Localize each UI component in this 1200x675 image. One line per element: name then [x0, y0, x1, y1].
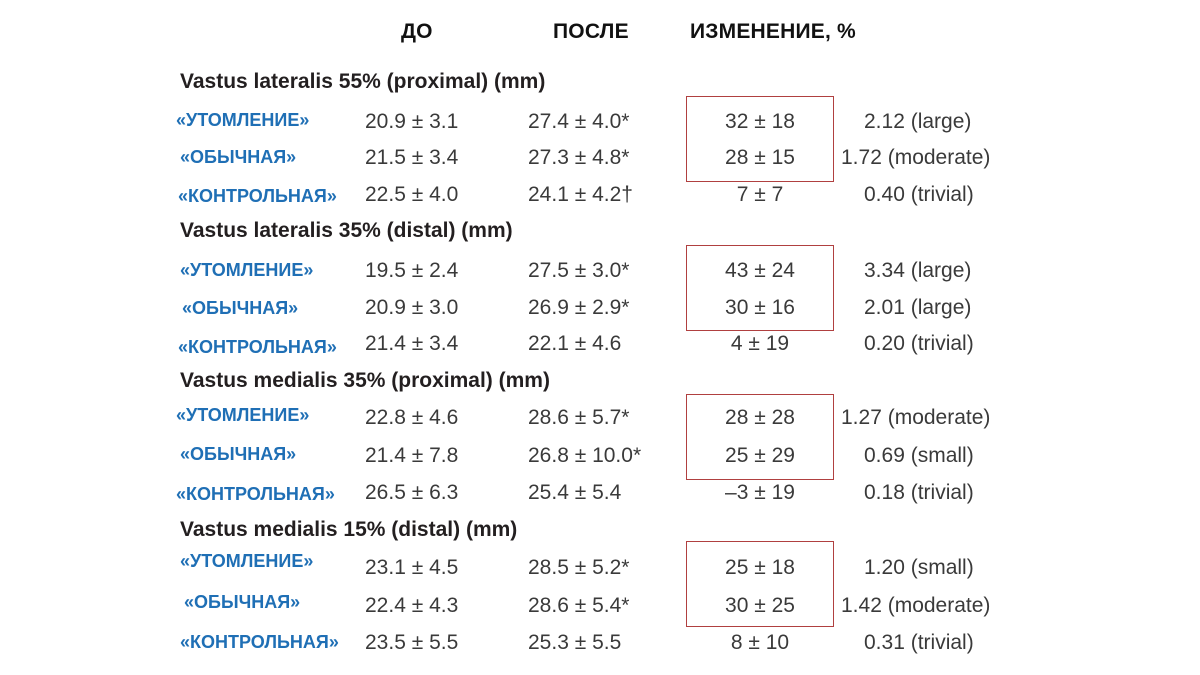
cell-before: 21.4 ± 7.8 [365, 444, 459, 467]
cell-effect: 0.69 (small) [864, 444, 974, 467]
cell-before: 22.8 ± 4.6 [365, 406, 459, 429]
cell-effect: 1.27 (moderate) [841, 406, 991, 429]
cell-effect: 1.42 (moderate) [841, 594, 991, 617]
cell-change: 25 ± 29 [725, 444, 795, 467]
cell-after: 28.6 ± 5.7* [528, 406, 630, 429]
cell-after: 28.6 ± 5.4* [528, 594, 630, 617]
cell-before: 21.5 ± 3.4 [365, 146, 459, 169]
cell-after: 27.4 ± 4.0* [528, 110, 630, 133]
cell-after: 27.3 ± 4.8* [528, 146, 630, 169]
cell-before: 23.5 ± 5.5 [365, 631, 459, 654]
cell-change: 8 ± 10 [730, 631, 790, 654]
cell-effect: 0.31 (trivial) [864, 631, 974, 654]
cell-change: 7 ± 7 [736, 183, 784, 206]
cell-before: 23.1 ± 4.5 [365, 556, 459, 579]
cell-before: 22.5 ± 4.0 [365, 183, 459, 206]
section-title: Vastus lateralis 55% (proximal) (mm) [180, 70, 546, 93]
cell-change: –3 ± 19 [725, 481, 795, 504]
row-label: «УТОМЛЕНИЕ» [176, 405, 310, 425]
cell-after: 26.8 ± 10.0* [528, 444, 642, 467]
cell-before: 21.4 ± 3.4 [365, 332, 459, 355]
cell-after: 28.5 ± 5.2* [528, 556, 630, 579]
cell-after: 27.5 ± 3.0* [528, 259, 630, 282]
cell-after: 25.3 ± 5.5 [528, 631, 622, 654]
row-label: «ОБЫЧНАЯ» [180, 147, 297, 167]
cell-effect: 1.20 (small) [864, 556, 974, 579]
row-label: «УТОМЛЕНИЕ» [180, 551, 314, 571]
cell-effect: 1.72 (moderate) [841, 146, 991, 169]
cell-before: 22.4 ± 4.3 [365, 594, 459, 617]
cell-change: 30 ± 25 [725, 594, 795, 617]
cell-before: 26.5 ± 6.3 [365, 481, 459, 504]
highlight-box [686, 394, 834, 480]
row-label: «КОНТРОЛЬНАЯ» [178, 337, 337, 357]
highlight-box [686, 541, 834, 627]
section-title: Vastus medialis 35% (proximal) (mm) [180, 369, 550, 392]
cell-change: 25 ± 18 [725, 556, 795, 579]
section-title: Vastus lateralis 35% (distal) (mm) [180, 219, 513, 242]
header-after: ПОСЛЕ [553, 20, 629, 43]
row-label: «КОНТРОЛЬНАЯ» [178, 186, 337, 206]
highlight-box [686, 245, 834, 331]
cell-effect: 0.18 (trivial) [864, 481, 974, 504]
row-label: «КОНТРОЛЬНАЯ» [176, 484, 335, 504]
cell-effect: 0.20 (trivial) [864, 332, 974, 355]
cell-after: 22.1 ± 4.6 [528, 332, 622, 355]
cell-change: 32 ± 18 [725, 110, 795, 133]
row-label: «КОНТРОЛЬНАЯ» [180, 632, 339, 652]
cell-before: 20.9 ± 3.1 [365, 110, 459, 133]
cell-change: 30 ± 16 [725, 296, 795, 319]
highlight-box [686, 96, 834, 182]
header-before: ДО [401, 20, 433, 43]
cell-effect: 2.01 (large) [864, 296, 972, 319]
cell-before: 19.5 ± 2.4 [365, 259, 459, 282]
cell-change: 28 ± 15 [725, 146, 795, 169]
cell-effect: 2.12 (large) [864, 110, 972, 133]
cell-after: 25.4 ± 5.4 [528, 481, 622, 504]
row-label: «УТОМЛЕНИЕ» [180, 260, 314, 280]
row-label: «ОБЫЧНАЯ» [184, 592, 301, 612]
cell-after: 26.9 ± 2.9* [528, 296, 630, 319]
cell-before: 20.9 ± 3.0 [365, 296, 459, 319]
row-label: «УТОМЛЕНИЕ» [176, 110, 310, 130]
section-title: Vastus medialis 15% (distal) (mm) [180, 518, 518, 541]
row-label: «ОБЫЧНАЯ» [180, 444, 297, 464]
cell-change: 28 ± 28 [725, 406, 795, 429]
header-change: ИЗМЕНЕНИЕ, % [690, 20, 856, 43]
cell-after: 24.1 ± 4.2† [528, 183, 633, 206]
cell-effect: 3.34 (large) [864, 259, 972, 282]
cell-change: 43 ± 24 [725, 259, 795, 282]
row-label: «ОБЫЧНАЯ» [182, 298, 299, 318]
cell-change: 4 ± 19 [730, 332, 790, 355]
cell-effect: 0.40 (trivial) [864, 183, 974, 206]
